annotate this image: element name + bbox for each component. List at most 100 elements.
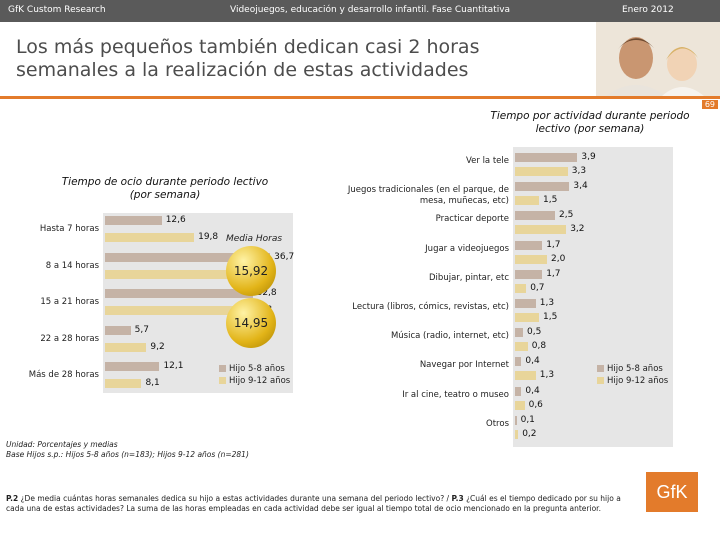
- bar-5-8: [515, 415, 517, 425]
- legend-item-9-12: Hijo 9-12 años: [219, 376, 290, 388]
- value-label: 9,2: [150, 341, 165, 352]
- legend-swatch: [219, 365, 226, 372]
- value-label: 0,1: [520, 414, 535, 425]
- gfk-logo: GfK: [646, 472, 698, 512]
- right-chart-panel: [513, 147, 673, 447]
- value-label: 0,5: [527, 327, 542, 338]
- company-name: GfK Custom Research: [8, 5, 106, 15]
- bar-9-12: [515, 342, 528, 352]
- category-label: Música (radio, internet, etc): [390, 331, 509, 342]
- bar-9-12: [515, 254, 547, 264]
- value-label: 8,1: [145, 378, 160, 388]
- category-label: Ver la tele: [465, 156, 509, 166]
- bar-9-12: [105, 269, 246, 279]
- value-label: 0,7: [530, 282, 545, 293]
- bar-5-8: [105, 252, 271, 262]
- value-label: 1,5: [543, 312, 558, 322]
- legend-item-9-12: Hijo 9-12 años: [597, 376, 668, 388]
- value-label: 3,9: [581, 152, 596, 162]
- media-horas-label: Media Horas: [226, 234, 283, 244]
- value-label: 1,3: [539, 298, 555, 308]
- bar-5-8: [515, 240, 543, 250]
- legend-label: Hijo 9-12 años: [607, 376, 669, 386]
- left-chart-legend: Hijo 5-8 años Hijo 9-12 años: [219, 364, 290, 388]
- value-label: 1,7: [546, 268, 561, 279]
- legend-swatch: [219, 377, 226, 384]
- bar-5-8: [515, 269, 543, 279]
- legend-label: Hijo 5-8 años: [607, 364, 663, 374]
- bar-9-12: [515, 313, 539, 322]
- bar-9-12: [515, 429, 519, 439]
- value-label: 3,4: [573, 181, 588, 192]
- value-label: 1,7: [546, 239, 561, 250]
- family-photo: [596, 22, 720, 96]
- left-chart-title: Tiempo de ocio durante periodo lectivo (…: [61, 176, 269, 201]
- bar-9-12: [105, 379, 142, 388]
- legend-label: Hijo 9-12 años: [229, 376, 291, 386]
- category-label: Hasta 7 horas: [39, 224, 99, 234]
- category-label: Ir al cine, teatro o museo: [402, 389, 509, 400]
- p3-code: P.3: [451, 494, 464, 503]
- value-label: 0,2: [522, 428, 537, 439]
- value-label: 32,8: [256, 288, 277, 298]
- value-label: 0,4: [525, 385, 540, 396]
- study-title: Videojuegos, educación y desarrollo infa…: [230, 5, 511, 15]
- legend-item-5-8: Hijo 5-8 años: [597, 364, 668, 376]
- question-text: P.2 ¿De media cuántas horas semanales de…: [6, 494, 636, 514]
- category-label: Lectura (libros, cómics, revistas, etc): [352, 302, 509, 312]
- p3-text: ¿Cuál es el tiempo dedicado por su hijo …: [6, 494, 621, 513]
- p2-code: P.2: [6, 494, 19, 503]
- value-label: 3,3: [571, 166, 587, 176]
- value-label: 1,5: [543, 195, 558, 206]
- legend-item-5-8: Hijo 5-8 años: [219, 364, 290, 376]
- bar-5-8: [515, 211, 555, 221]
- bar-9-12: [515, 225, 567, 235]
- title-divider: [0, 96, 720, 99]
- bar-5-8: [105, 325, 131, 335]
- value-label: 36,7: [274, 251, 295, 262]
- bar-9-12: [515, 196, 539, 206]
- value-label: 0,6: [528, 399, 543, 410]
- bar-5-8: [515, 299, 536, 308]
- bar-9-12: [515, 283, 527, 293]
- mean-9-12-badge: 14,95: [226, 298, 276, 348]
- bar-5-8: [515, 386, 522, 396]
- legend-swatch: [597, 377, 604, 384]
- base-note: Base Hijos s.p.: Hijos 5-8 años (n=183);…: [6, 450, 249, 459]
- legend-swatch: [597, 365, 604, 372]
- value-label: 2,0: [551, 253, 566, 264]
- value-label: 12,1: [163, 361, 184, 371]
- category-label: Juegos tradicionales (en el parque, de m…: [347, 185, 509, 207]
- header-bar: GfK Custom Research Videojuegos, educaci…: [0, 0, 720, 22]
- value-label: 12,6: [165, 215, 186, 225]
- category-label: Otros: [486, 418, 509, 429]
- bar-9-12: [105, 306, 249, 315]
- page-title: Los más pequeños también dedican casi 2 …: [16, 36, 480, 81]
- bar-5-8: [515, 153, 578, 162]
- bar-5-8: [105, 362, 160, 371]
- page-number: 69: [701, 100, 718, 109]
- category-label: 15 a 21 horas: [40, 297, 99, 307]
- bar-5-8: [105, 289, 253, 298]
- bar-9-12: [515, 167, 568, 176]
- category-label: 22 a 28 horas: [40, 333, 99, 344]
- bar-9-12: [515, 371, 536, 381]
- value-label: 0,4: [525, 356, 540, 367]
- bar-5-8: [515, 182, 570, 192]
- bar-9-12: [105, 342, 147, 352]
- value-label: 1,3: [539, 370, 555, 381]
- right-chart-title: Tiempo por actividad durante periodo lec…: [490, 110, 690, 135]
- bar-5-8: [515, 357, 522, 367]
- value-label: 19,8: [198, 232, 219, 242]
- category-label: Navegar por Internet: [419, 360, 509, 371]
- category-label: Dibujar, pintar, etc: [429, 272, 509, 283]
- right-chart-legend: Hijo 5-8 años Hijo 9-12 años: [597, 364, 668, 388]
- report-date: Enero 2012: [622, 5, 674, 15]
- p2-text: ¿De media cuántas horas semanales dedica…: [20, 494, 450, 503]
- bar-9-12: [105, 233, 195, 242]
- notes: Unidad: Porcentajes y medias Base Hijos …: [6, 440, 636, 460]
- unit-note: Unidad: Porcentajes y medias: [6, 440, 118, 449]
- value-label: 2,5: [559, 210, 574, 221]
- category-label: Más de 28 horas: [28, 370, 99, 380]
- legend-label: Hijo 5-8 años: [229, 364, 285, 374]
